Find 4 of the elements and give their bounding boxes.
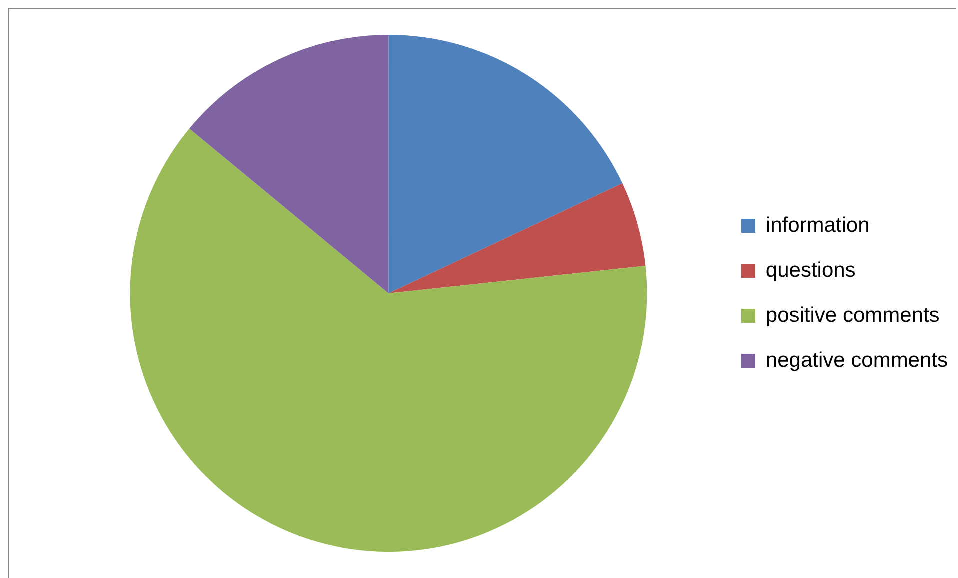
legend-label: questions xyxy=(766,258,856,282)
legend-label: information xyxy=(766,214,870,237)
legend-label: positive comments xyxy=(766,304,940,327)
legend-label: negative comments xyxy=(766,348,948,372)
